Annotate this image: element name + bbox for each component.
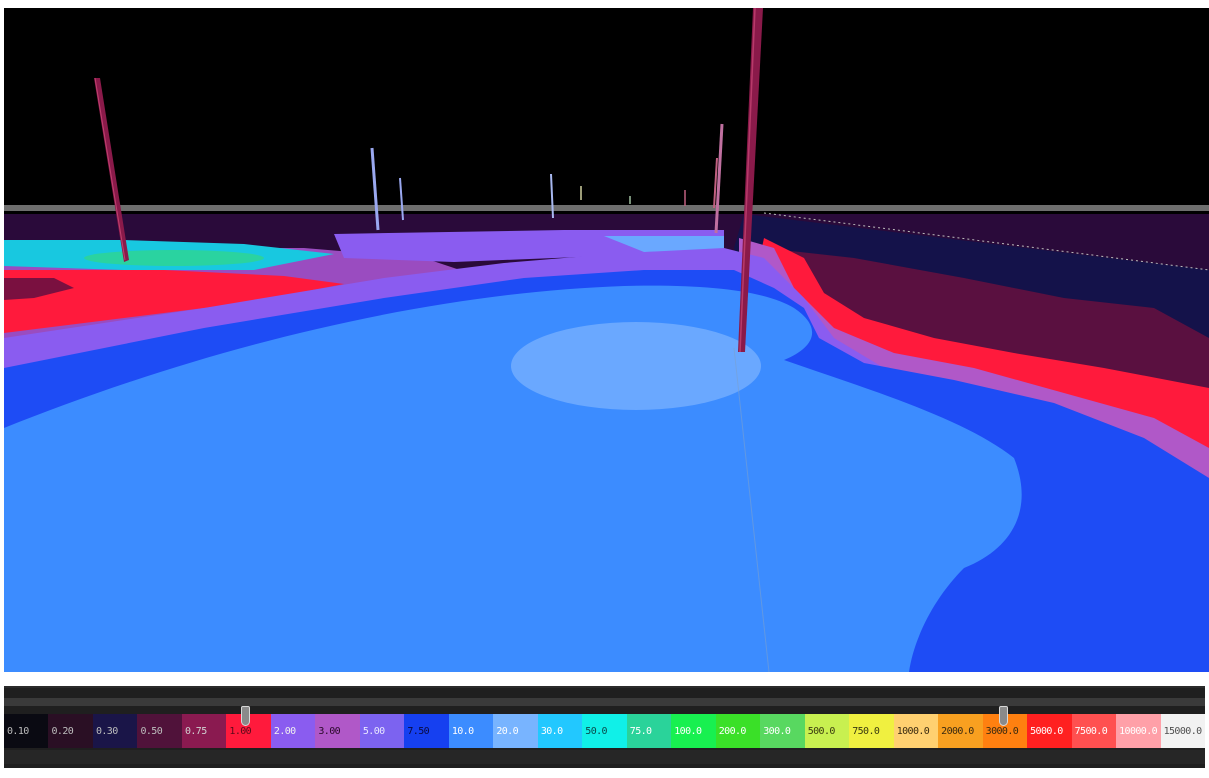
contour-center-light	[511, 322, 761, 410]
contour-far-lightblue-strip	[604, 236, 724, 252]
threshold-slider-track[interactable]	[4, 698, 1205, 706]
legend-swatch[interactable]: 75.0	[626, 714, 672, 748]
legend-swatch[interactable]: 2000.0	[938, 714, 983, 748]
legend-swatch[interactable]: 30.0	[537, 714, 583, 748]
legend-swatch[interactable]: 7500.0	[1071, 714, 1117, 748]
legend-swatch[interactable]: 300.0	[760, 714, 805, 748]
legend-swatch[interactable]: 10000.0	[1116, 714, 1161, 748]
3d-viewport[interactable]	[4, 8, 1209, 672]
legend-swatch[interactable]: 500.0	[804, 714, 850, 748]
color-legend-panel: 0.10 0.20 0.30 0.50 0.75 1.00 2.00 3.00 5.00 7.50…	[4, 686, 1206, 768]
color-scale-bar: 0.10 0.20 0.30 0.50 0.75 1.00 2.00 3.00 5.00 7.50…	[4, 714, 1206, 748]
horizon-line	[4, 205, 1209, 211]
upper-threshold-handle[interactable]	[999, 706, 1008, 726]
well-left-highlight	[94, 77, 126, 261]
legend-swatch[interactable]: 50.0	[582, 714, 627, 748]
legend-swatch[interactable]: 7.50	[404, 714, 449, 748]
well-right-1[interactable]	[714, 123, 724, 234]
legend-swatch[interactable]: 750.0	[849, 714, 894, 748]
legend-swatch[interactable]: 100.0	[671, 714, 716, 748]
legend-swatch[interactable]: 0.50	[137, 714, 182, 748]
legend-footer	[4, 750, 1205, 764]
legend-swatch[interactable]: 0.30	[92, 714, 138, 748]
legend-swatch[interactable]: 2.00	[270, 714, 316, 748]
contour-far-teal	[84, 250, 264, 266]
well-mid-1[interactable]	[370, 147, 380, 231]
well-mid-2[interactable]	[399, 177, 404, 221]
legend-swatch[interactable]: 3.00	[315, 714, 360, 748]
legend-swatch[interactable]: 10.0	[448, 714, 494, 748]
well-main-highlight	[739, 8, 756, 353]
lower-threshold-handle[interactable]	[241, 706, 250, 726]
contour-main-blue	[4, 285, 1022, 672]
legend-swatch[interactable]: 200.0	[715, 714, 761, 748]
legend-swatch[interactable]: 1000.0	[893, 714, 939, 748]
well-mid-3[interactable]	[550, 173, 554, 219]
contour-left-maroon	[4, 278, 74, 300]
legend-swatch[interactable]: 20.0	[493, 714, 538, 748]
contour-left-red	[4, 270, 344, 333]
legend-swatch[interactable]: 0.10	[4, 714, 49, 748]
legend-swatch[interactable]: 5.00	[359, 714, 405, 748]
contour-surface-scene[interactable]	[4, 8, 1209, 672]
legend-swatch[interactable]: 0.20	[48, 714, 93, 748]
legend-swatch[interactable]: 5000.0	[1027, 714, 1072, 748]
legend-swatch[interactable]: 15000.0	[1160, 714, 1206, 748]
legend-swatch[interactable]: 0.75	[181, 714, 227, 748]
well-right-2[interactable]	[713, 157, 718, 209]
well-trace-line	[733, 347, 770, 672]
